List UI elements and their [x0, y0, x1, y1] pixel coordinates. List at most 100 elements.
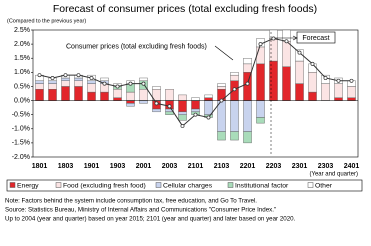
forecast-label: Forecast	[302, 35, 329, 42]
bar-segment	[308, 91, 317, 101]
bar-segment	[87, 91, 96, 101]
line-point	[323, 76, 328, 80]
x-tick-label: 1803	[58, 163, 74, 170]
x-tick-label: 2401	[344, 163, 360, 170]
line-point	[115, 84, 120, 89]
bar-segment	[74, 77, 83, 81]
y-tick-label: 2.5%	[14, 27, 30, 34]
legend-label: Cellular charges	[163, 182, 213, 189]
bar-segment	[295, 60, 304, 84]
bar-segment	[256, 100, 265, 118]
bar-segment	[217, 100, 226, 132]
bar-segment	[87, 80, 96, 84]
line-point	[271, 36, 276, 41]
bar-segment	[74, 80, 83, 87]
bar-segment	[269, 38, 278, 62]
bar-segment	[165, 111, 174, 115]
y-tick-label: -1.0%	[12, 126, 30, 133]
legend-swatch	[155, 182, 162, 188]
x-tick-label: 1901	[84, 163, 100, 170]
bar-segment	[230, 72, 239, 76]
bar-segment	[334, 97, 343, 101]
y-tick-label: 1.5%	[14, 55, 30, 62]
bar-segment	[295, 49, 304, 62]
bar-segment	[230, 74, 239, 82]
bar-segment	[191, 108, 200, 113]
bar-segment	[100, 91, 109, 101]
line-point	[50, 76, 55, 80]
y-tick-label: 0.0%	[14, 97, 30, 104]
bar-segment	[35, 80, 44, 84]
bar-segment	[217, 131, 226, 141]
bar-segment	[152, 108, 161, 113]
bar-segment	[191, 100, 200, 110]
bar-segment	[204, 97, 213, 101]
annotation-box	[63, 40, 215, 52]
x-tick-label: 2203	[266, 163, 282, 170]
bar-segment	[230, 100, 239, 132]
line-point	[141, 81, 146, 86]
legend-swatch	[55, 182, 62, 188]
chart: Forecast of consumer prices (total exclu…	[5, 3, 363, 223]
line-point	[193, 112, 198, 117]
y-tick-label: 0.5%	[14, 83, 30, 90]
bar-segment	[165, 89, 174, 101]
y-tick-label: -0.5%	[12, 112, 30, 119]
line-point	[310, 61, 315, 66]
bar-segment	[61, 80, 70, 87]
line-point	[245, 81, 250, 86]
line-point	[154, 101, 159, 106]
bar-segment	[217, 86, 226, 90]
bar-segment	[35, 89, 44, 101]
x-tick-label: 2003	[162, 163, 178, 170]
line-point	[206, 115, 211, 120]
y-tick-label: 2.0%	[14, 41, 30, 48]
x-tick-label: 2301	[292, 163, 308, 170]
bar-segment	[334, 83, 343, 98]
bar-segment	[347, 97, 356, 101]
note: Up to 2004 (year and quarter) based on y…	[5, 216, 296, 223]
bar-segment	[100, 77, 109, 81]
bar-segment	[139, 100, 148, 104]
bar-segment	[243, 100, 252, 132]
bar-segment	[35, 83, 44, 90]
forecast-box	[296, 31, 336, 44]
x-tick-label: 2303	[318, 163, 334, 170]
bar-segment	[256, 117, 265, 124]
x-tick-label: 1903	[110, 163, 126, 170]
line-point	[102, 81, 107, 86]
line-point	[128, 81, 133, 86]
bar-segment	[191, 97, 200, 101]
bar-segment	[230, 131, 239, 141]
line-point	[63, 73, 68, 78]
bar-segment	[308, 72, 317, 93]
legend-label: Institutional factor	[235, 182, 289, 189]
bar-segment	[178, 114, 187, 121]
x-tick-label: 2101	[188, 163, 204, 170]
line-point	[297, 50, 302, 55]
bar-segment	[282, 41, 291, 67]
bar-segment	[256, 63, 265, 101]
y-tick-label: 1.0%	[14, 69, 30, 76]
note: Source: Statistics Bureau, Ministry of I…	[5, 207, 276, 214]
bar-segment	[295, 83, 304, 101]
y-tick-label: -1.5%	[12, 140, 30, 147]
x-tick-label: 2001	[136, 163, 152, 170]
bar-segment	[243, 131, 252, 144]
bar-segment	[126, 91, 135, 101]
bar-segment	[113, 97, 122, 101]
bar-segment	[87, 83, 96, 93]
line-point	[284, 39, 289, 44]
line-point	[167, 104, 172, 109]
legend-swatch	[9, 182, 16, 188]
legend-label: Food (excluding fresh food)	[63, 182, 146, 189]
bars	[33, 29, 358, 144]
bar-segment	[204, 100, 213, 115]
chart-title: Forecast of consumer prices (total exclu…	[53, 3, 317, 15]
x-axis-label: (Year and quarter)	[310, 172, 358, 178]
line-annotation: Consumer prices (total excluding fresh f…	[66, 43, 207, 50]
bar-segment	[269, 60, 278, 101]
bar-segment	[48, 89, 57, 101]
bar-segment	[61, 77, 70, 81]
bar-segment	[113, 89, 122, 98]
